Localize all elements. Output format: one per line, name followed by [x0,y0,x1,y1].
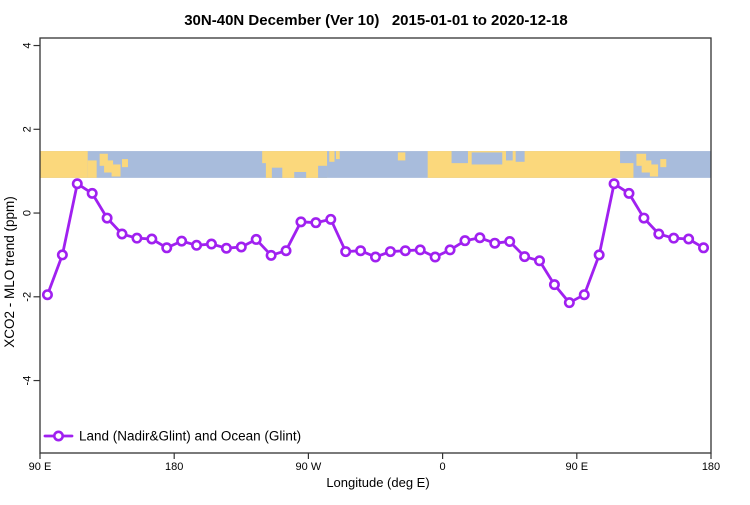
chart-title: 30N-40N December (Ver 10) 2015-01-01 to … [184,12,568,29]
x-axis-label: Longitude (deg E) [326,475,429,490]
svg-text:90 E: 90 E [29,461,52,473]
svg-text:0: 0 [22,210,34,216]
svg-text:0: 0 [440,461,446,473]
svg-text:180: 180 [165,461,183,473]
svg-text:-2: -2 [22,292,34,302]
chart-render-layer: 90 E 180 90 W 0 90 E 180 4 2 0 -2 -4 [22,37,720,473]
svg-text:4: 4 [22,42,34,48]
legend-label: Land (Nadir&Glint) and Ocean (Glint) [79,429,301,444]
legend-line-marker-icon [43,430,74,442]
svg-text:90 W: 90 W [296,461,322,473]
svg-text:2: 2 [22,126,34,132]
svg-text:-4: -4 [22,376,34,386]
y-axis-label: XCO2 - MLO trend (ppm) [2,196,17,348]
legend: Land (Nadir&Glint) and Ocean (Glint) [43,429,301,444]
svg-text:180: 180 [702,461,720,473]
svg-text:90 E: 90 E [565,461,588,473]
